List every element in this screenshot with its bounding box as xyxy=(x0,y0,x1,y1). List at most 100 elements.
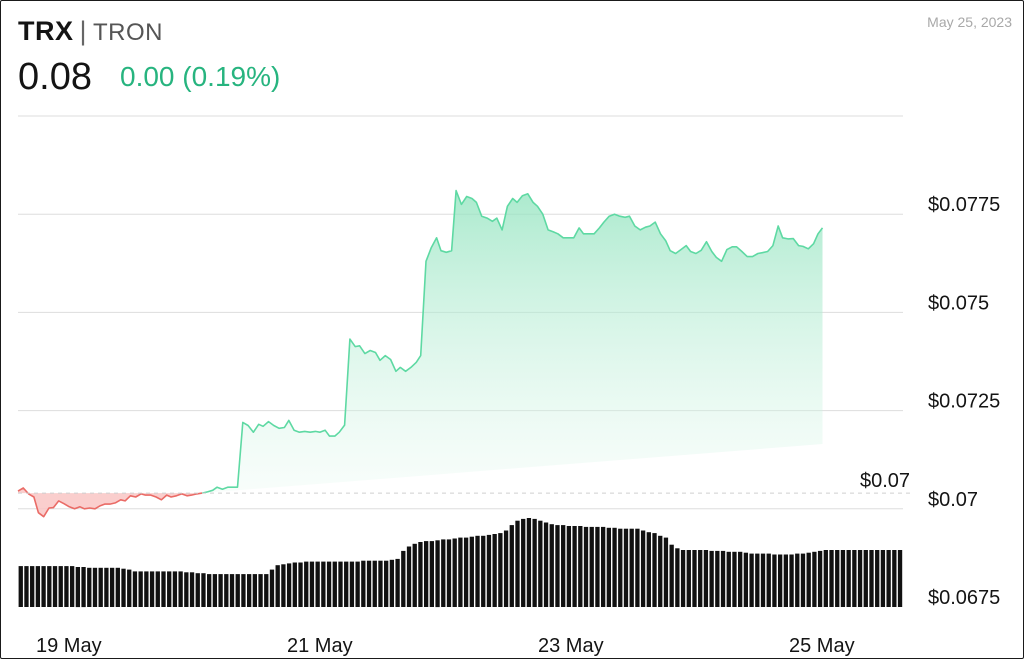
ticker-separator: | xyxy=(79,16,88,46)
volume-bar xyxy=(264,574,269,607)
volume-bar xyxy=(852,550,857,607)
volume-bar xyxy=(640,530,646,607)
volume-bars xyxy=(18,518,903,608)
volume-bar xyxy=(738,551,743,607)
x-tick-label: 19 May xyxy=(36,635,102,657)
x-tick-label: 21 May xyxy=(287,635,353,657)
volume-bar xyxy=(715,550,720,607)
chart-date: May 25, 2023 xyxy=(927,14,1012,30)
volume-bar xyxy=(458,537,463,607)
y-tick-label: $0.0775 xyxy=(928,194,1000,216)
volume-bar xyxy=(298,562,303,607)
y-tick-label: $0.075 xyxy=(928,292,989,314)
volume-bar xyxy=(772,554,777,607)
volume-bar xyxy=(361,560,366,607)
price-area xyxy=(18,190,823,517)
volume-bar xyxy=(623,528,629,607)
volume-bar xyxy=(195,573,200,607)
price-line xyxy=(17,189,824,518)
volume-bar xyxy=(829,550,834,607)
volume-bar xyxy=(189,572,195,607)
volume-bar xyxy=(749,553,754,607)
volume-bar xyxy=(652,533,657,607)
volume-bar xyxy=(201,573,206,607)
volume-bar xyxy=(680,550,686,607)
volume-bar xyxy=(178,571,183,607)
volume-bar xyxy=(469,536,474,607)
volume-bar xyxy=(521,518,526,607)
volume-bar xyxy=(572,526,577,607)
volume-bar xyxy=(75,567,81,608)
volume-bar xyxy=(720,550,726,607)
volume-bar xyxy=(766,553,771,607)
volume-bar xyxy=(863,550,868,607)
volume-bar xyxy=(18,566,23,607)
volume-bar xyxy=(475,535,480,607)
volume-bar xyxy=(127,569,132,607)
volume-bar xyxy=(897,550,903,607)
volume-bar xyxy=(172,571,178,607)
volume-bar xyxy=(281,564,286,607)
y-axis-labels: $0.0775 $0.075 $0.0725 $0.07 $0.0675 xyxy=(928,194,1000,609)
volume-bar xyxy=(332,561,337,607)
volume-bar xyxy=(783,554,789,607)
volume-bar xyxy=(589,526,594,607)
volume-bar xyxy=(817,550,823,607)
volume-bar xyxy=(58,566,63,607)
volume-bar xyxy=(292,562,297,607)
volume-bar xyxy=(846,550,851,607)
volume-bar xyxy=(418,542,423,607)
volume-bar xyxy=(840,550,846,607)
volume-bar xyxy=(315,561,320,607)
volume-bar xyxy=(463,537,469,607)
volume-bar xyxy=(378,560,383,607)
volume-bar xyxy=(606,527,612,607)
above-reference-area xyxy=(202,190,823,494)
volume-bar xyxy=(726,551,731,607)
volume-bar xyxy=(795,553,800,607)
volume-bar xyxy=(669,544,674,607)
volume-bar xyxy=(229,574,235,607)
y-tick-label: $0.07 xyxy=(928,489,978,511)
volume-bar xyxy=(857,550,863,607)
volume-bar xyxy=(806,552,811,607)
volume-bar xyxy=(64,566,69,607)
volume-bar xyxy=(538,520,543,607)
y-tick-label: $0.0725 xyxy=(928,391,1000,413)
volume-bar xyxy=(646,532,651,607)
volume-bar xyxy=(777,554,783,607)
volume-bar xyxy=(760,553,766,607)
volume-bar xyxy=(789,554,794,607)
volume-bar xyxy=(566,526,572,607)
volume-bar xyxy=(81,567,86,608)
volume-bar xyxy=(703,550,709,607)
volume-bar xyxy=(144,571,149,607)
volume-bar xyxy=(252,574,258,607)
volume-bar xyxy=(35,566,41,607)
volume-bar xyxy=(441,539,446,607)
volume-bar xyxy=(709,550,714,607)
volume-bar xyxy=(618,528,623,607)
volume-bar xyxy=(452,538,457,607)
volume-bar xyxy=(692,550,697,607)
volume-bar xyxy=(326,561,332,607)
volume-bar xyxy=(755,553,760,607)
volume-bar xyxy=(98,567,103,607)
ticker-symbol: TRX xyxy=(18,16,74,46)
volume-bar xyxy=(104,567,109,607)
volume-bar xyxy=(812,551,817,607)
volume-bar xyxy=(344,561,349,607)
ticker-header: TRX | TRON xyxy=(18,16,163,47)
reference-line: $0.07 xyxy=(18,470,912,494)
volume-bar xyxy=(875,550,880,607)
volume-bar xyxy=(498,533,503,607)
current-price: 0.08 xyxy=(18,56,92,98)
volume-bar xyxy=(578,526,583,607)
volume-bar xyxy=(338,561,343,607)
volume-bar xyxy=(246,574,252,607)
volume-bar xyxy=(395,558,400,607)
volume-bar xyxy=(309,561,315,607)
volume-bar xyxy=(115,567,120,607)
volume-bar xyxy=(509,525,514,607)
